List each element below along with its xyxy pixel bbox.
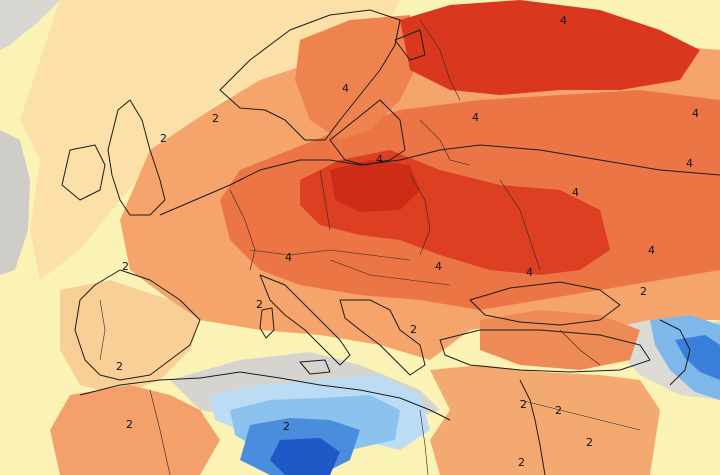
contour-label: 2 bbox=[160, 132, 167, 145]
sahara-dark-blue bbox=[270, 438, 340, 475]
contour-label: 4 bbox=[376, 153, 383, 166]
contour-labels: 2 2 2 2 2 2 2 2 2 2 2 2 2 4 4 4 4 4 4 4 … bbox=[116, 14, 699, 469]
iberia-coast bbox=[74, 269, 201, 381]
border-poland-ukraine bbox=[409, 174, 431, 256]
contour-label: 2 bbox=[256, 298, 263, 311]
anatolia-coast bbox=[439, 329, 651, 373]
middle-east-orange-field bbox=[430, 365, 660, 475]
contour-label: 2 bbox=[116, 360, 123, 373]
contour-label: 4 bbox=[472, 111, 479, 124]
border-spain-portugal bbox=[99, 299, 106, 361]
border-ukraine-russia bbox=[499, 179, 541, 271]
levant-coast bbox=[519, 379, 546, 475]
contour-label: 2 bbox=[126, 418, 133, 431]
north-africa-orange-field bbox=[50, 385, 220, 475]
border-danube bbox=[329, 259, 451, 286]
finland-lake-coast bbox=[394, 29, 426, 61]
border-germany-poland bbox=[319, 169, 331, 231]
border-north-africa bbox=[149, 389, 171, 475]
border-baltic-states bbox=[419, 119, 471, 166]
border-finland-russia bbox=[419, 19, 461, 101]
contour-label: 4 bbox=[435, 260, 442, 273]
contour-label: 2 bbox=[520, 398, 527, 411]
contour-label: 2 bbox=[555, 404, 562, 417]
contour-label: 4 bbox=[692, 107, 699, 120]
ireland-coast bbox=[61, 144, 106, 201]
contour-label: 4 bbox=[285, 251, 292, 264]
atlantic-gray-zone bbox=[0, 0, 60, 50]
sicily-coast bbox=[299, 359, 331, 375]
poland-dark-red bbox=[330, 160, 420, 212]
great-britain-coast bbox=[107, 99, 166, 216]
border-middle-east bbox=[519, 399, 641, 431]
norway-coast bbox=[219, 9, 401, 141]
contour-label: 2 bbox=[212, 112, 219, 125]
contour-label: 2 bbox=[410, 323, 417, 336]
contour-label: 2 bbox=[640, 285, 647, 298]
balkans-coast bbox=[339, 299, 426, 376]
baltic-sea-coast bbox=[329, 99, 406, 166]
border-libya-egypt bbox=[419, 409, 429, 475]
italy-coast bbox=[259, 274, 351, 366]
contour-label: 2 bbox=[586, 436, 593, 449]
contour-label: 4 bbox=[560, 14, 567, 27]
west-light-orange-field bbox=[20, 0, 400, 280]
contour-label: 4 bbox=[342, 82, 349, 95]
continent-coast bbox=[159, 144, 720, 216]
border-france-germany bbox=[229, 189, 256, 271]
country-borders bbox=[99, 19, 641, 475]
contour-label: 2 bbox=[518, 456, 525, 469]
contour-label: 4 bbox=[572, 186, 579, 199]
atlantic-west-gray bbox=[0, 130, 30, 275]
iberia-light-field bbox=[60, 280, 200, 395]
contour-label: 4 bbox=[686, 157, 693, 170]
caucasus-dark-blue bbox=[675, 335, 720, 380]
anatolia-deep-orange bbox=[480, 310, 640, 370]
contour-label: 2 bbox=[122, 260, 129, 273]
coastlines bbox=[61, 9, 720, 475]
caspian-coast bbox=[659, 319, 691, 386]
north-africa-coast bbox=[79, 371, 451, 421]
border-central-alps bbox=[249, 249, 411, 261]
border-turkey-east bbox=[559, 329, 601, 366]
black-sea-coast bbox=[469, 281, 621, 326]
sardinia-coast bbox=[259, 307, 275, 339]
contour-label: 4 bbox=[526, 266, 533, 279]
russia-red-core bbox=[400, 0, 700, 95]
contour-label: 2 bbox=[283, 420, 290, 433]
contour-label: 4 bbox=[648, 244, 655, 257]
